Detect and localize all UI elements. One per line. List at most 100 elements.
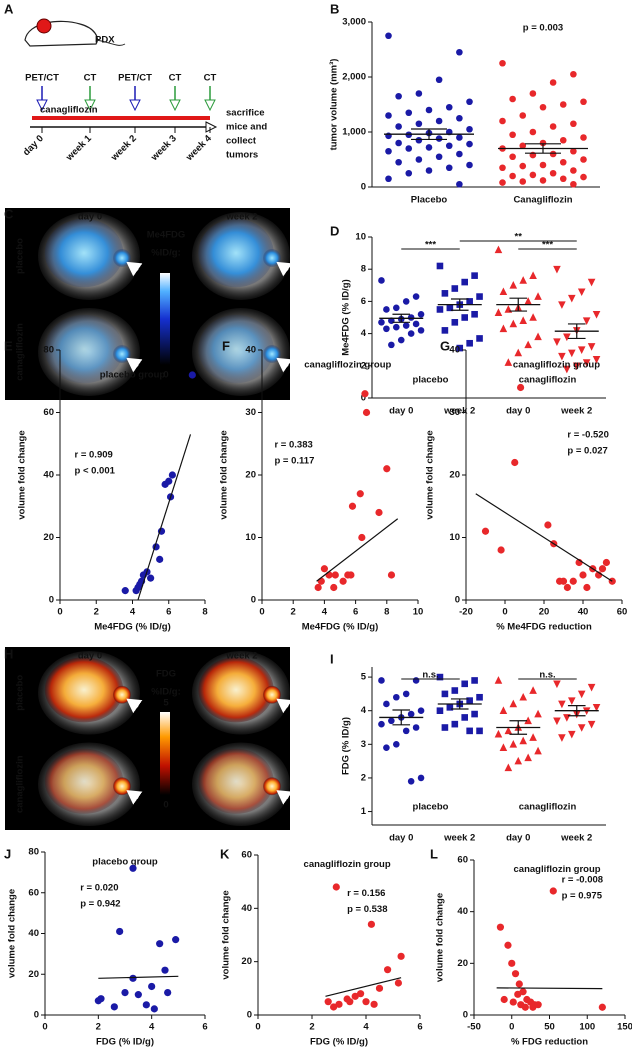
tumor-arrow <box>276 698 293 714</box>
data-point <box>504 726 513 735</box>
x-tick-label: 4 <box>363 1022 369 1033</box>
data-point <box>370 1000 378 1008</box>
data-point <box>539 161 547 169</box>
data-point <box>509 172 516 180</box>
statistic: p = 0.538 <box>347 904 387 915</box>
timepoint-label: week 1 <box>63 133 94 164</box>
data-point <box>500 995 508 1004</box>
data-point <box>602 558 611 567</box>
data-point <box>425 144 433 151</box>
data-point <box>496 923 505 931</box>
column-label: day 0 <box>78 651 102 662</box>
significance-label: ** <box>515 232 523 243</box>
data-point <box>436 707 444 715</box>
y-tick-label: 0 <box>34 1010 39 1021</box>
timeline-arrow <box>205 121 218 133</box>
column-label: day 0 <box>78 212 102 223</box>
data-point <box>425 106 433 114</box>
data-point <box>388 717 395 725</box>
uptake <box>44 657 124 723</box>
data-point <box>346 998 354 1006</box>
data-point <box>524 753 532 762</box>
x-tick-label: 0 <box>259 607 264 618</box>
data-point <box>514 756 523 765</box>
data-point <box>577 690 586 699</box>
group-label: placebo <box>413 375 449 386</box>
chart-title: placebo group <box>92 856 158 867</box>
tracer-label: FDG <box>156 669 176 680</box>
x-tick-label: 4 <box>322 607 328 618</box>
regression-line <box>98 975 179 979</box>
x-tick-label: 0 <box>502 607 507 618</box>
data-point <box>568 294 576 303</box>
unit-label: %ID/g: <box>151 248 181 259</box>
tumor-arrow <box>126 357 143 373</box>
y-tick-label: 5 <box>361 672 367 683</box>
data-point <box>451 720 459 728</box>
data-point <box>583 583 591 592</box>
tumor-arrow <box>276 261 293 277</box>
group-label: canagliflozin <box>519 375 577 386</box>
tumor-arrow <box>126 698 143 714</box>
panel-letter: D <box>330 223 339 238</box>
timepoint-label: day 0 <box>21 133 46 158</box>
data-point <box>570 120 577 128</box>
data-point <box>559 577 568 585</box>
data-point <box>511 970 520 978</box>
data-point <box>451 687 459 694</box>
sem-bar <box>567 323 586 340</box>
data-point <box>515 980 523 988</box>
significance-label: n.s. <box>422 670 438 681</box>
data-point <box>121 587 129 595</box>
data-point <box>580 98 587 106</box>
x-axis-label: Me4FDG (% ID/g) <box>302 622 379 633</box>
y-axis-label: volume fold change <box>221 890 232 979</box>
chart-title: placebo group <box>100 370 166 381</box>
data-point <box>568 697 576 705</box>
data-point <box>539 103 547 111</box>
x-tick-label: 0 <box>42 1022 47 1033</box>
data-point <box>383 700 390 708</box>
y-tick-label: 20 <box>241 956 252 967</box>
sem-bar <box>392 709 411 726</box>
data-point <box>471 710 478 718</box>
uptake <box>198 314 274 384</box>
y-tick-label: 60 <box>241 850 252 861</box>
data-point <box>356 490 364 498</box>
data-point <box>451 285 459 292</box>
data-point <box>570 167 577 174</box>
data-point <box>330 1003 338 1011</box>
data-point <box>407 710 415 718</box>
p-value: p = 0.003 <box>523 23 563 34</box>
data-point <box>385 132 392 140</box>
data-point <box>466 140 473 148</box>
y-tick-label: 40 <box>43 470 54 481</box>
data-point <box>351 992 359 1000</box>
data-point <box>375 508 383 517</box>
data-point <box>456 180 463 188</box>
data-point <box>544 521 552 529</box>
data-point <box>499 59 506 67</box>
uptake <box>44 314 124 384</box>
panel-letter: B <box>330 1 339 16</box>
panel-letter: G <box>440 338 450 353</box>
data-point <box>188 371 196 379</box>
data-point <box>445 164 453 172</box>
data-point <box>129 864 137 872</box>
data-point <box>156 555 164 563</box>
panel-letter: H <box>4 646 13 661</box>
data-point <box>559 136 567 144</box>
data-point <box>580 134 587 141</box>
data-point <box>393 693 400 701</box>
data-point <box>142 1001 150 1009</box>
y-tick-label: 1,000 <box>342 127 366 138</box>
data-point <box>511 458 519 467</box>
y-tick-label: 6 <box>361 296 366 307</box>
data-point <box>476 693 483 701</box>
data-point <box>402 727 410 735</box>
data-point <box>393 323 400 331</box>
data-point <box>521 1003 529 1011</box>
data-point <box>314 583 322 592</box>
panel-letter: C <box>4 206 14 221</box>
y-axis-label: volume fold change <box>425 430 436 519</box>
